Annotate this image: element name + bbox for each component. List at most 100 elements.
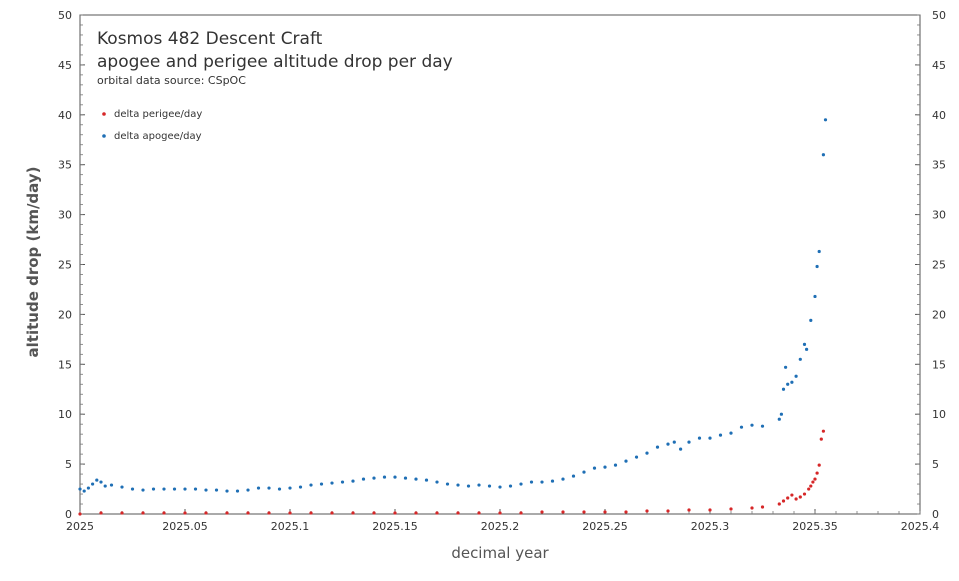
apogee-point [809,318,813,322]
x-tick-label: 2025.3 [691,520,730,533]
y-tick-label-right: 5 [932,458,939,471]
apogee-point [95,478,99,482]
apogee-point [456,483,460,487]
apogee-point [477,483,481,487]
apogee-point [718,433,723,437]
perigee-point [246,511,250,515]
apogee-point [382,475,387,479]
perigee-point [99,511,103,515]
apogee-point [817,249,821,254]
series-perigee [78,429,826,516]
perigee-point [78,512,82,516]
perigee-point [817,463,821,467]
apogee-point [103,484,107,488]
apogee-point [760,424,765,428]
plot-frame [79,14,921,515]
perigee-point [435,511,439,515]
apogee-point [794,374,798,378]
apogee-point [687,440,691,444]
perigee-point [760,505,765,509]
y-tick-label-right: 45 [932,59,946,72]
x-tick-label: 2025.15 [372,520,418,533]
y-tick-label-left: 10 [58,408,72,421]
apogee-point [99,480,103,484]
apogee-point [183,487,187,491]
perigee-point [519,511,523,515]
perigee-point [540,510,544,514]
y-tick-marks [80,14,920,515]
apogee-point [813,294,817,299]
apogee-point [151,487,156,491]
apogee-point [571,474,576,478]
apogee-point [141,488,145,492]
apogee-point [351,479,355,483]
y-tick-label-left: 0 [65,508,72,521]
apogee-point [130,487,135,491]
y-tick-label-left: 15 [58,358,72,371]
x-tick-label: 2025.05 [162,520,208,533]
perigee-point [477,511,481,515]
perigee-point [603,510,607,514]
apogee-point [340,480,345,484]
y-tick-label-right: 30 [932,209,946,222]
perigee-point [162,511,166,515]
apogee-point [666,442,670,446]
apogee-point [729,431,733,435]
series-points [78,118,828,516]
perigee-point [309,511,313,515]
apogee-point [823,118,828,122]
legend-label-perigee: delta perigee/day [114,109,202,120]
perigee-point [351,511,355,515]
perigee-point [819,437,823,441]
apogee-point [561,477,565,481]
perigee-point [330,511,334,515]
apogee-point [330,481,334,485]
series-apogee [78,118,828,493]
perigee-point [456,511,460,515]
perigee-point [120,511,124,515]
apogee-point [781,387,786,391]
y-axis-label: altitude drop (km/day) [24,167,42,358]
perigee-point [821,429,826,433]
perigee-point [414,511,418,515]
y-tick-label-left: 50 [58,9,72,22]
perigee-point [267,511,271,515]
perigee-point [687,508,691,512]
apogee-point [624,459,628,463]
perigee-point [372,511,376,515]
y-tick-label-left: 30 [58,209,72,222]
perigee-point [393,511,397,515]
apogee-point [529,480,534,484]
apogee-point [550,479,555,483]
apogee-point [466,484,471,488]
x-tick-label: 2025.2 [481,520,520,533]
apogee-point [204,488,208,492]
x-tick-label: 2025.1 [271,520,310,533]
apogee-point [288,486,292,490]
apogee-point [120,485,124,489]
apogee-point [361,477,366,481]
apogee-point [582,470,586,474]
apogee-point [821,153,826,157]
apogee-point [109,483,114,487]
y-tick-label-left: 5 [65,458,72,471]
apogee-point [372,476,376,480]
y-tick-label-left: 20 [58,308,72,321]
perigee-point [183,511,187,515]
perigee-point [750,506,754,510]
y-tick-label-right: 20 [932,308,946,321]
apogee-point [246,488,250,492]
x-axis-label: decimal year [451,544,549,562]
perigee-point [729,507,733,511]
y-tick-label-right: 25 [932,259,946,272]
y-tick-label-right: 35 [932,159,946,172]
apogee-point [225,489,229,493]
apogee-point [540,480,544,484]
apogee-point [298,485,303,489]
apogee-point [435,480,439,484]
apogee-point [708,436,712,440]
apogee-point [424,478,429,482]
apogee-point [256,486,261,490]
x-tick-label: 2025.4 [901,520,940,533]
